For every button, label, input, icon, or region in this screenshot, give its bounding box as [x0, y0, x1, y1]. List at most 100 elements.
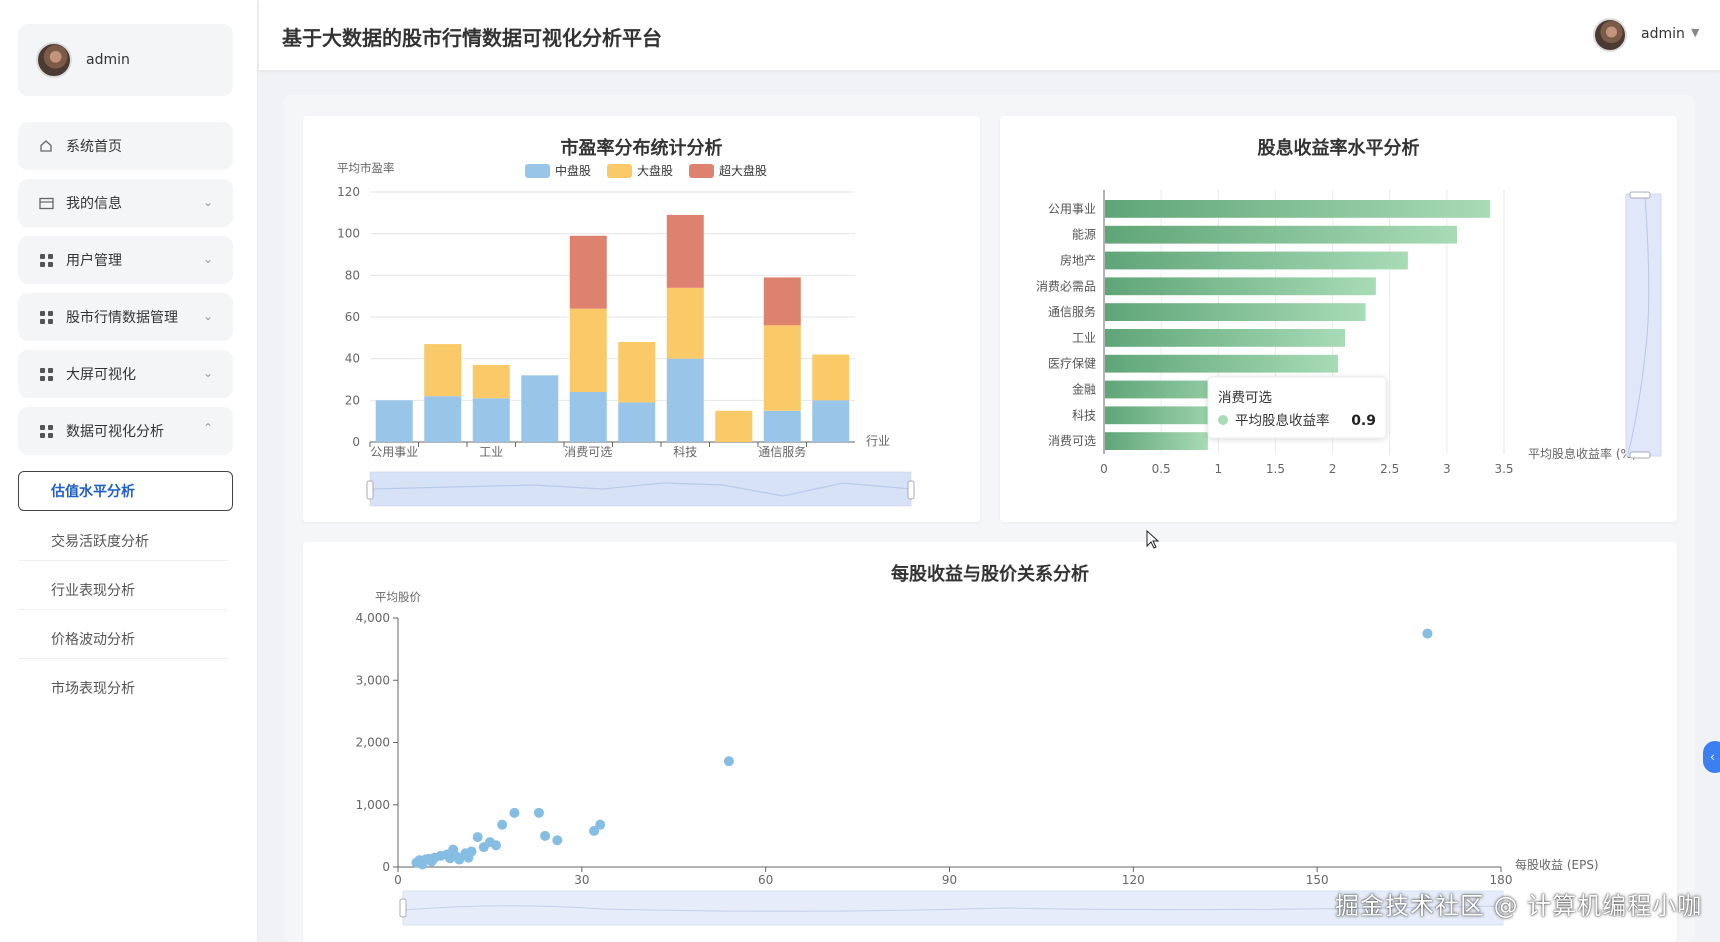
home-icon — [38, 138, 54, 154]
datazoom-slider — [1625, 193, 1662, 457]
x-tick-label: 90 — [942, 873, 957, 887]
scatter-point — [540, 830, 551, 841]
sidebar-subitem-valuation[interactable]: 估值水平分析 — [18, 471, 233, 511]
chevron-down-icon: ⌄ — [202, 366, 213, 380]
datazoom-slider — [369, 471, 912, 507]
scatter-point — [552, 835, 563, 846]
bar — [618, 402, 656, 442]
bar — [1105, 329, 1345, 347]
sidebar-item-label: 股市行情数据管理 — [66, 310, 178, 326]
chevron-up-icon: ⌃ — [202, 421, 213, 435]
avatar — [36, 42, 72, 78]
sidebar-subitem-industry-performance[interactable]: 行业表现分析 — [18, 570, 228, 610]
sidebar-subitem-trading-activity[interactable]: 交易活跃度分析 — [18, 521, 228, 561]
x-tick-label: 30 — [574, 873, 589, 887]
grid-icon — [38, 423, 54, 439]
tooltip-box — [1207, 376, 1387, 439]
y-tick-label: 4,000 — [356, 611, 390, 625]
y-axis-label: 平均股价 — [375, 590, 421, 604]
scatter-point — [472, 832, 483, 843]
watermark: 掘金技术社区 @ 计算机编程小咖 — [1335, 892, 1703, 920]
bar — [1105, 354, 1339, 373]
x-tick-label: 0 — [1100, 462, 1108, 476]
sidebar-item-stock-data-management[interactable]: 股市行情数据管理 ⌄ — [18, 293, 233, 341]
scatter-point — [1422, 628, 1433, 639]
datazoom-handle-right — [907, 480, 915, 500]
datazoom-window — [370, 472, 911, 506]
y-tick-label: 能源 — [1072, 228, 1096, 242]
header-username[interactable]: admin — [1641, 26, 1685, 42]
y-tick-label: 120 — [337, 185, 360, 199]
y-tick-label: 0 — [382, 860, 390, 874]
sidebar-item-home[interactable]: 系统首页 — [18, 122, 233, 170]
datazoom-sparkline — [1627, 195, 1650, 455]
y-tick-label: 消费可选 — [1048, 434, 1096, 448]
scatter-point — [497, 819, 508, 830]
y-tick-label: 工业 — [1072, 331, 1096, 345]
legend-swatch — [525, 164, 550, 178]
datazoom-handle-left — [399, 898, 407, 918]
scatter-point — [454, 854, 465, 865]
y-axis-label: 平均市盈率 — [337, 161, 395, 175]
x-tick-label: 1.5 — [1266, 462, 1285, 476]
scatter-point — [491, 840, 502, 851]
sidebar-subitem-market-performance[interactable]: 市场表现分析 — [51, 681, 135, 697]
y-tick-label: 医疗保健 — [1048, 357, 1096, 371]
bar — [666, 287, 704, 359]
x-tick-label: 0.5 — [1152, 462, 1171, 476]
y-tick-label: 2,000 — [356, 736, 390, 750]
datazoom-handle-bottom — [1629, 451, 1651, 459]
caret-down-icon[interactable]: ▼ — [1691, 26, 1700, 39]
bar — [1105, 303, 1366, 321]
bar — [569, 308, 607, 392]
legend-label: 中盘股 — [555, 163, 591, 178]
sidebar-user-card[interactable]: admin — [18, 24, 233, 96]
bar — [472, 398, 510, 442]
top-header: 基于大数据的股市行情数据可视化分析平台 admin ▼ — [259, 0, 1720, 70]
y-tick-label: 通信服务 — [1048, 304, 1096, 319]
x-tick-label: 2 — [1329, 462, 1337, 476]
scatter-point — [466, 846, 477, 857]
header-avatar[interactable] — [1593, 18, 1627, 52]
x-tick-label: 0 — [394, 873, 402, 887]
legend-swatch — [607, 164, 632, 178]
y-tick-label: 房地产 — [1060, 253, 1096, 268]
sidebar-item-big-screen[interactable]: 大屏可视化 ⌄ — [18, 350, 233, 398]
datazoom-sparkline — [402, 905, 1504, 912]
x-tick-label: 2.5 — [1380, 462, 1399, 476]
chevron-down-icon: ⌄ — [202, 195, 213, 209]
sidebar-item-user-management[interactable]: 用户管理 ⌄ — [18, 236, 233, 284]
bar — [1105, 251, 1408, 270]
y-tick-label: 60 — [345, 310, 360, 324]
bar — [424, 396, 462, 442]
chart-title: 股息收益率水平分析 — [1257, 138, 1420, 159]
bar — [569, 235, 607, 309]
datazoom-handle-top — [1629, 191, 1651, 199]
grid-icon — [38, 366, 54, 382]
x-tick-label: 120 — [1122, 873, 1145, 887]
bar — [812, 354, 850, 401]
tooltip-series: 平均股息收益率 — [1235, 412, 1330, 429]
collapse-tab-icon[interactable]: ‹ — [1703, 741, 1720, 773]
sidebar-item-label: 大屏可视化 — [66, 367, 136, 383]
tooltip-value: 0.9 — [1351, 413, 1376, 429]
mouse-cursor-icon — [1146, 530, 1160, 549]
y-tick-label: 20 — [345, 393, 360, 407]
sidebar-username: admin — [86, 52, 130, 68]
legend-swatch — [689, 164, 714, 178]
sidebar-item-label: 系统首页 — [66, 139, 122, 155]
legend-label: 超大盘股 — [719, 163, 767, 178]
x-tick-label: 150 — [1306, 873, 1329, 887]
sidebar-item-data-analysis[interactable]: 数据可视化分析 ⌃ — [18, 407, 233, 455]
bar — [569, 392, 607, 442]
sidebar: admin 系统首页 我的信息 ⌄ 用户管理 ⌄ 股市行情数据管理 ⌄ — [0, 0, 258, 942]
bar — [763, 325, 801, 411]
sidebar-subitem-price-volatility[interactable]: 价格波动分析 — [18, 619, 228, 659]
sidebar-item-my-info[interactable]: 我的信息 ⌄ — [18, 179, 233, 227]
eps-price-card: 每股收益与股价关系分析 0 1,000 2,000 3,000 4,000 0 30 60 90… — [303, 542, 1677, 942]
y-tick-label: 100 — [337, 227, 360, 241]
pe-distribution-card: 市盈率分布统计分析 0 20 40 60 80 100 120 平均市盈率 行业 公用事业 工业 消费… — [303, 116, 980, 522]
y-tick-label: 80 — [345, 268, 360, 282]
y-tick-label: 40 — [345, 352, 360, 366]
